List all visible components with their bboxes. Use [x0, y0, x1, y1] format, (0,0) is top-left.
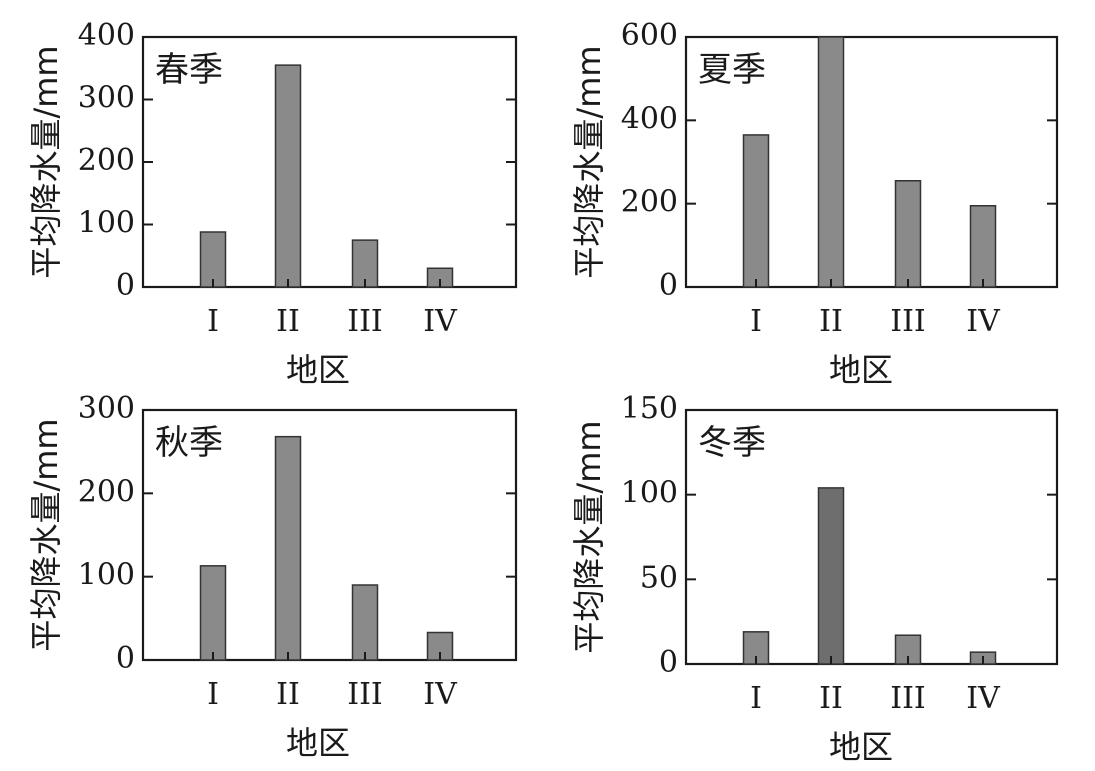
y-tick-label: 100 — [78, 206, 135, 241]
bar-I — [199, 565, 227, 661]
category-label: IV — [423, 677, 458, 712]
y-tick-label: 300 — [78, 81, 135, 116]
category-labels: I II III IV — [750, 279, 1001, 339]
bars — [199, 64, 454, 288]
y-tick-label: 150 — [621, 391, 678, 426]
plot-frame — [141, 408, 518, 662]
bar-III — [351, 584, 379, 661]
bar-I — [199, 231, 227, 288]
chart-title: 春季 — [155, 50, 223, 90]
category-label: I — [207, 304, 219, 339]
bar-III — [894, 180, 922, 288]
y-tick-label: 50 — [640, 560, 678, 595]
bars — [742, 487, 997, 665]
category-labels: I II III IV — [750, 656, 1001, 716]
x-axis-title: 地区 — [286, 351, 350, 389]
chart-title: 冬季 — [698, 423, 766, 463]
x-axis-title: 地区 — [829, 351, 893, 389]
x-axis-title: 地区 — [829, 728, 893, 766]
y-tick-label: 0 — [116, 641, 135, 676]
category-label: II — [819, 681, 843, 716]
y-axis-title: 平均降水量/mm — [570, 45, 608, 278]
y-ticks: 0 100 200 300 — [78, 391, 516, 676]
y-axis-title: 平均降水量/mm — [570, 420, 608, 653]
y-ticks: 0 100 200 300 400 — [78, 18, 516, 303]
category-labels: I II III IV — [207, 279, 458, 339]
y-tick-label: 300 — [78, 391, 135, 426]
bars — [742, 36, 997, 288]
y-axis-title: 平均降水量/mm — [27, 45, 65, 278]
y-tick-label: 0 — [659, 268, 678, 303]
y-ticks: 0 50 100 150 — [621, 391, 1057, 680]
chart-title: 秋季 — [155, 423, 223, 463]
bar-IV — [969, 205, 997, 288]
category-label: I — [750, 304, 762, 339]
y-tick-label: 0 — [116, 268, 135, 303]
y-tick-label: 200 — [78, 474, 135, 509]
bar-II — [817, 487, 845, 665]
y-axis-title: 平均降水量/mm — [27, 418, 65, 651]
category-label: IV — [966, 681, 1001, 716]
y-tick-label: 400 — [78, 18, 135, 53]
category-label: III — [890, 304, 926, 339]
category-label: III — [890, 681, 926, 716]
bar-II — [817, 36, 845, 288]
y-tick-label: 100 — [78, 558, 135, 593]
bar-II — [274, 435, 302, 661]
category-label: II — [276, 304, 300, 339]
category-label: I — [750, 681, 762, 716]
category-label: IV — [423, 304, 458, 339]
x-axis-title: 地区 — [286, 724, 350, 762]
bar-II — [274, 64, 302, 288]
y-tick-label: 100 — [621, 476, 678, 511]
y-tick-label: 600 — [621, 18, 678, 53]
category-label: IV — [966, 304, 1001, 339]
category-label: III — [347, 304, 383, 339]
category-label: I — [207, 677, 219, 712]
category-label: II — [819, 304, 843, 339]
category-label: II — [276, 677, 300, 712]
plot-frame — [684, 408, 1059, 666]
category-labels: I II III IV — [207, 652, 458, 712]
bar-I — [742, 134, 770, 288]
y-tick-label: 400 — [621, 101, 678, 136]
bars — [199, 435, 454, 661]
y-tick-label: 200 — [621, 185, 678, 220]
chart-title: 夏季 — [698, 50, 766, 90]
category-label: III — [347, 677, 383, 712]
y-tick-label: 200 — [78, 143, 135, 178]
plot-frame — [684, 35, 1059, 289]
y-tick-label: 0 — [659, 645, 678, 680]
y-ticks: 0 200 400 600 — [621, 18, 1057, 303]
